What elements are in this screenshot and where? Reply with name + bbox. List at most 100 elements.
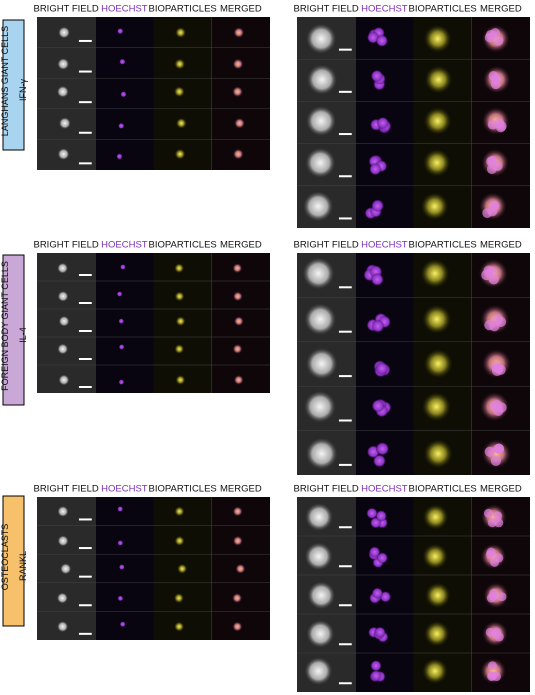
section-label: OSTEOCLASTS	[0, 524, 10, 591]
nucleus	[375, 361, 389, 376]
column-header: HOECHST	[361, 484, 408, 495]
cell	[174, 291, 185, 302]
cell	[57, 148, 70, 161]
column-header: BIOPARTICLES	[408, 240, 476, 251]
scale-bar	[338, 48, 352, 51]
scale-bar	[78, 131, 92, 134]
scale-bar	[338, 565, 352, 568]
scale-bar	[338, 175, 352, 178]
scale-bar	[78, 39, 92, 42]
cell	[173, 621, 185, 632]
section-treatment: IFN-γ	[18, 79, 28, 101]
scale-bar	[78, 101, 92, 104]
cell	[231, 592, 243, 604]
cell	[57, 290, 69, 302]
cell	[305, 347, 338, 380]
nucleus	[117, 595, 124, 602]
cell	[422, 543, 449, 570]
cell	[235, 563, 246, 574]
nucleus-merged	[484, 446, 495, 457]
cell	[57, 57, 70, 71]
cell	[303, 390, 337, 423]
column-header: MERGED	[480, 4, 522, 15]
cell	[232, 148, 244, 160]
cell	[174, 263, 185, 274]
cell	[174, 506, 185, 517]
scale-bar	[78, 575, 92, 578]
scale-bar	[78, 632, 92, 635]
column-header: MERGED	[220, 484, 262, 495]
cell	[305, 105, 337, 137]
cell	[423, 349, 453, 379]
column-header: BRIGHT FIELD	[293, 240, 358, 251]
nucleus-merged	[488, 274, 499, 285]
scale-bar	[78, 518, 92, 521]
cell	[57, 505, 69, 518]
nucleus	[370, 272, 384, 287]
cell	[422, 658, 448, 684]
column-header: HOECHST	[101, 484, 148, 495]
cell	[175, 27, 187, 39]
column-header: MERGED	[220, 4, 262, 15]
cell	[175, 374, 186, 385]
side-label: LANGHANS GIANT CELLS IFN-γ	[0, 19, 28, 151]
nucleus-merged	[484, 32, 495, 43]
cell	[173, 86, 185, 98]
nucleus	[116, 291, 123, 297]
cell	[304, 502, 334, 532]
column-header: HOECHST	[101, 240, 148, 251]
scale-bar	[338, 286, 352, 289]
nucleus-merged	[488, 71, 499, 81]
nucleus-merged	[483, 508, 493, 518]
nucleus	[117, 28, 124, 35]
cell	[304, 542, 333, 571]
nucleus	[118, 318, 125, 324]
column-header: BIOPARTICLES	[148, 240, 216, 251]
scale-bar	[338, 526, 352, 529]
image-panel	[37, 17, 270, 170]
nucleus-merged	[493, 443, 505, 454]
cell	[232, 343, 243, 355]
cell	[232, 263, 243, 274]
nucleus-merged	[494, 518, 504, 528]
cell	[305, 437, 338, 470]
nucleus	[116, 153, 123, 160]
cell	[232, 535, 243, 547]
nucleus	[119, 621, 126, 628]
cell	[420, 258, 450, 289]
nucleus-merged	[493, 363, 504, 374]
cell	[423, 24, 452, 53]
column-header: BRIGHT FIELD	[33, 484, 98, 495]
cell	[58, 315, 70, 327]
scale-bar	[78, 604, 92, 607]
cell	[481, 439, 512, 469]
cell	[58, 374, 70, 386]
column-header: BRIGHT FIELD	[293, 484, 358, 495]
column-header: BIOPARTICLES	[148, 4, 216, 15]
cell	[174, 148, 186, 160]
cell	[56, 592, 69, 604]
section-treatment: IL-4	[18, 327, 28, 343]
nucleus	[118, 564, 125, 570]
scale-bar	[78, 358, 92, 360]
column-header: HOECHST	[361, 240, 408, 251]
scale-bar	[338, 419, 352, 422]
image-panel	[37, 253, 270, 393]
nucleus	[370, 69, 384, 83]
image-column	[95, 497, 154, 640]
scale-bar	[338, 643, 352, 646]
scale-bar	[338, 463, 352, 466]
cell	[234, 117, 246, 129]
nucleus	[118, 122, 125, 129]
scale-bar	[78, 162, 92, 165]
cell	[56, 620, 69, 633]
nucleus-merged	[490, 455, 502, 467]
cell	[421, 392, 452, 422]
scale-bar	[78, 547, 92, 550]
nucleus	[371, 399, 385, 413]
cell	[57, 262, 69, 274]
cell	[57, 343, 69, 355]
column-header: BIOPARTICLES	[408, 4, 476, 15]
nucleus-merged	[489, 588, 499, 598]
column-header: BIOPARTICLES	[408, 484, 476, 495]
